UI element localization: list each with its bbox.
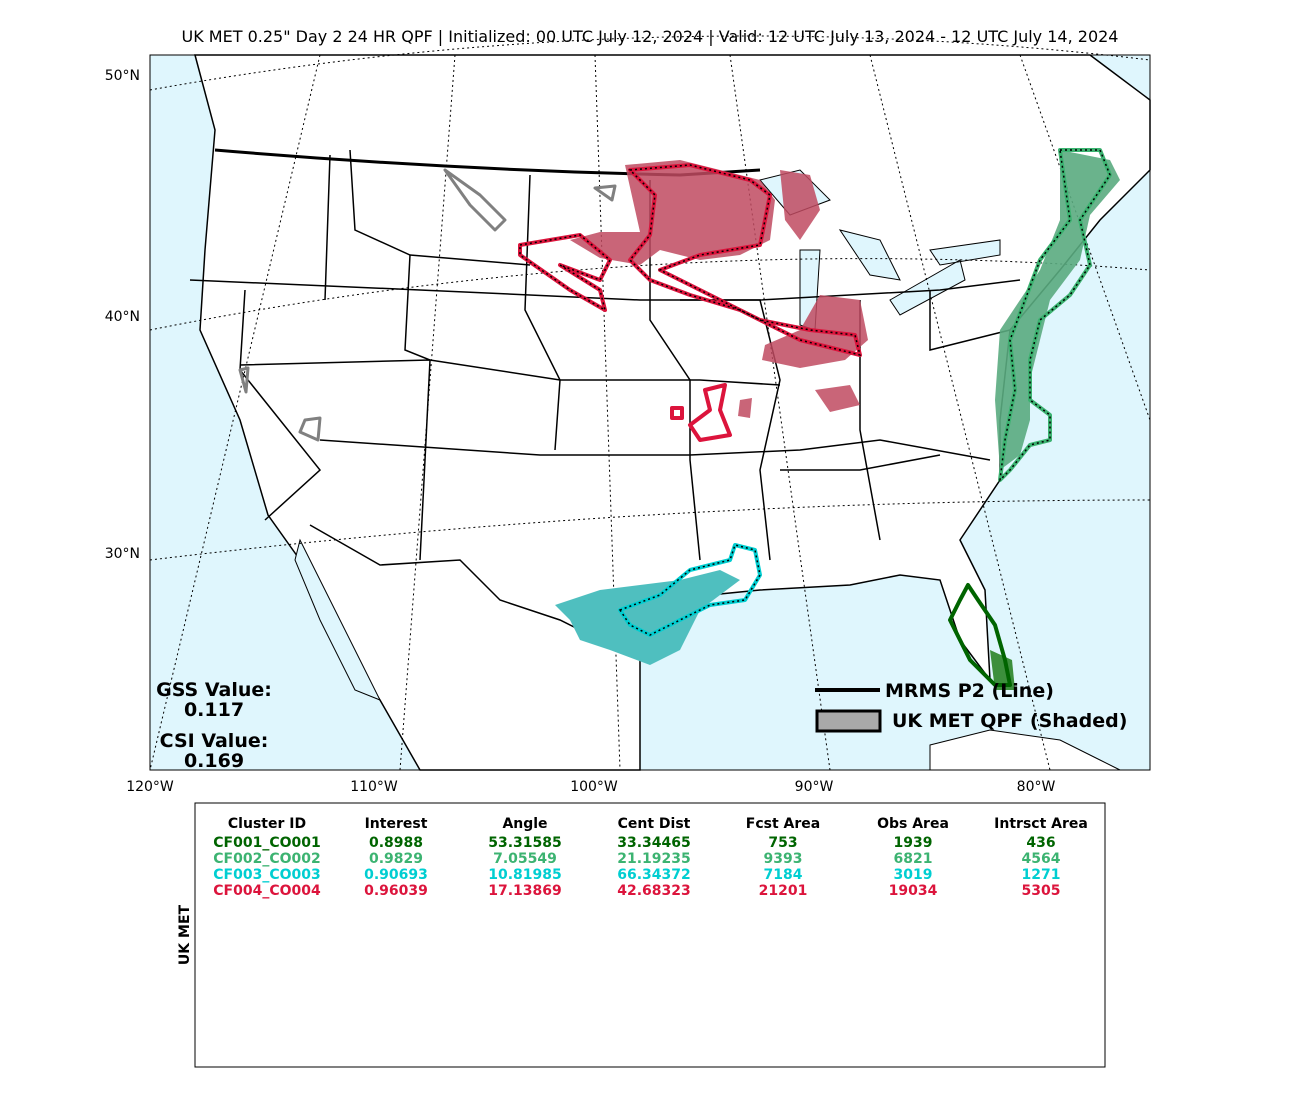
table-cell: 0.8988 [369, 835, 423, 851]
table-cell: 33.34465 [617, 835, 691, 851]
table-cell: 436 [1026, 835, 1055, 851]
map-frame [149, 54, 1151, 771]
table-cell: 7.05549 [493, 851, 557, 867]
table-cell: 753 [768, 835, 797, 851]
lon-label: 120°W [126, 779, 174, 795]
table-cell: 0.90693 [364, 867, 428, 883]
table-cell: 1939 [894, 835, 933, 851]
column-header: Angle [502, 816, 547, 832]
legend-swatch [815, 709, 882, 733]
map: MRMS P2 (Line) UK MET QPF (Shaded) GSS V… [149, 35, 1151, 772]
lon-label: 80°W [1017, 779, 1056, 795]
table-cell: 66.34372 [617, 867, 691, 883]
stats: GSS Value: 0.117 CSI Value: 0.169 [156, 679, 272, 772]
column-header: Cluster ID [228, 816, 306, 832]
title: UK MET 0.25" Day 2 24 HR QPF | Initializ… [182, 27, 1119, 46]
column-header: Cent Dist [618, 816, 691, 832]
table-cell: CF001_CO001 [213, 835, 320, 851]
table-side-label: UK MET [177, 904, 193, 965]
lon-label: 110°W [350, 779, 398, 795]
table-cell: 10.81985 [488, 867, 562, 883]
lat-label: 30°N [105, 546, 140, 562]
table-cell: CF004_CO004 [213, 883, 321, 899]
table-cell: 3019 [894, 867, 933, 883]
column-header: Fcst Area [746, 816, 820, 832]
table-cell: 17.13869 [488, 883, 562, 899]
table-cell: 7184 [764, 867, 803, 883]
gss-value: 0.117 [184, 699, 244, 721]
table-cell: CF003_CO003 [213, 867, 320, 883]
lon-label: 90°W [795, 779, 834, 795]
legend: MRMS P2 (Line) UK MET QPF (Shaded) [815, 680, 1127, 733]
table-cell: 21201 [759, 883, 808, 899]
legend-label: UK MET QPF (Shaded) [892, 710, 1127, 732]
table-cell: 1271 [1022, 867, 1061, 883]
table-cell: 42.68323 [617, 883, 691, 899]
lat-label: 50°N [105, 68, 140, 84]
table-cell: 6821 [894, 851, 933, 867]
csi-label: CSI Value: [160, 730, 269, 752]
lon-label: 100°W [570, 779, 618, 795]
legend-label: MRMS P2 (Line) [885, 680, 1054, 702]
csi-value: 0.169 [184, 750, 244, 772]
column-header: Interest [365, 816, 428, 832]
lat-label: 40°N [105, 309, 140, 325]
table-cell: 19034 [889, 883, 938, 899]
table-cell: 0.9829 [369, 851, 423, 867]
table-cell: 4564 [1022, 851, 1061, 867]
gss-label: GSS Value: [156, 679, 272, 701]
table-cell: 0.96039 [364, 883, 428, 899]
gulf-of-california [294, 538, 382, 701]
table-cell: 53.31585 [488, 835, 562, 851]
table-cell: 9393 [764, 851, 803, 867]
column-header: Intrsct Area [994, 816, 1088, 832]
table-cell: 21.19235 [617, 851, 691, 867]
table-cell: 5305 [1022, 883, 1061, 899]
table-cell: CF002_CO002 [213, 851, 320, 867]
column-header: Obs Area [877, 816, 949, 832]
table-frame [194, 802, 1106, 1068]
